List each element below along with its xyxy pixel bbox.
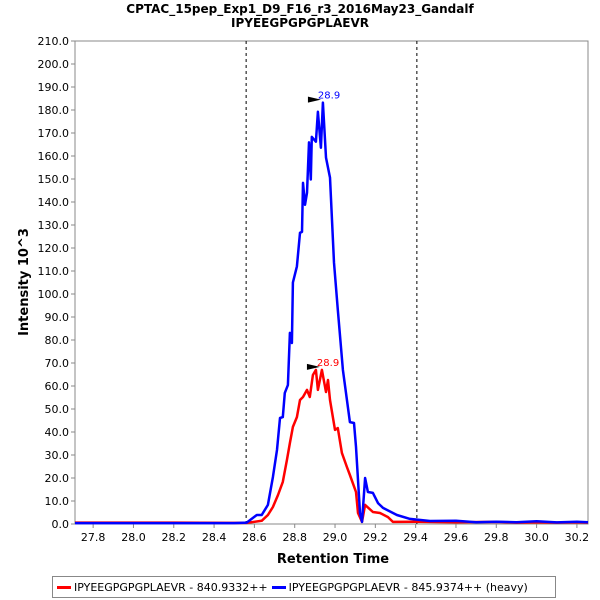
y-tick-label: 210.0 [38,35,70,48]
y-tick-label: 100.0 [38,288,70,301]
chart-title: CPTAC_15pep_Exp1_D9_F16_r3_2016May23_Gan… [126,2,474,16]
y-tick-label: 120.0 [38,242,70,255]
y-tick-label: 0.0 [52,518,70,531]
peak-label: 28.9 [317,358,339,369]
y-tick-label: 60.0 [45,380,70,393]
x-tick-label: 29.0 [323,531,348,544]
y-tick-label: 80.0 [45,334,70,347]
chart-subtitle: IPYEEGPGPGPLAEVR [231,16,369,30]
y-tick-label: 150.0 [38,173,70,186]
x-tick-label: 27.8 [81,531,106,544]
peak-arrow-icon [306,363,320,370]
x-tick-label: 29.2 [363,531,388,544]
y-tick-label: 40.0 [45,426,70,439]
x-tick-label: 28.8 [282,531,307,544]
legend-swatch-blue [271,585,286,589]
x-tick-label: 28.6 [242,531,267,544]
y-tick-label: 90.0 [45,311,70,324]
y-tick-label: 130.0 [38,219,70,232]
x-tick-label: 30.0 [524,531,549,544]
legend-swatch-red [57,585,71,589]
y-tick-label: 110.0 [38,265,70,278]
x-tick-label: 28.0 [121,531,146,544]
y-tick-label: 10.0 [45,495,70,508]
peak-label: 28.9 [318,91,340,102]
x-tick-label: 29.6 [444,531,469,544]
y-tick-label: 160.0 [38,150,70,163]
legend-item-light: IPYEEGPGPGPLAEVR - 840.9332++ [57,581,268,594]
y-tick-label: 50.0 [45,403,70,416]
y-tick-label: 200.0 [38,58,70,71]
legend-label: IPYEEGPGPGPLAEVR - 840.9332++ [74,580,268,594]
y-tick-label: 30.0 [45,449,70,462]
y-axis-label: Intensity 10^3 [17,228,32,336]
x-tick-label: 29.4 [403,531,428,544]
y-tick-label: 190.0 [38,81,70,94]
series-line-1 [75,101,589,525]
plot-frame [74,40,589,525]
y-tick-label: 170.0 [38,127,70,140]
x-tick-label: 29.8 [484,531,509,544]
legend-label: IPYEEGPGPGPLAEVR - 845.9374++ (heavy) [288,580,528,594]
y-tick-label: 180.0 [38,104,70,117]
x-axis-label: Retention Time [277,552,389,567]
y-tick-label: 20.0 [45,472,70,485]
x-tick-label: 30.2 [565,531,590,544]
legend: IPYEEGPGPGPLAEVR - 840.9332++ IPYEEGPGPG… [52,576,556,598]
peak-arrow-icon [307,96,321,103]
x-tick-label: 28.4 [202,531,227,544]
y-tick-label: 140.0 [38,196,70,209]
series-line-0 [75,368,589,525]
plot-area: 0.0 10.0 20.0 30.0 40.0 50.0 60.0 70.0 80.0 90.0 1… [17,35,590,567]
x-tick-label: 28.2 [162,531,187,544]
legend-item-heavy: IPYEEGPGPGPLAEVR - 845.9374++ (heavy) [271,580,528,594]
y-tick-label: 70.0 [45,357,70,370]
